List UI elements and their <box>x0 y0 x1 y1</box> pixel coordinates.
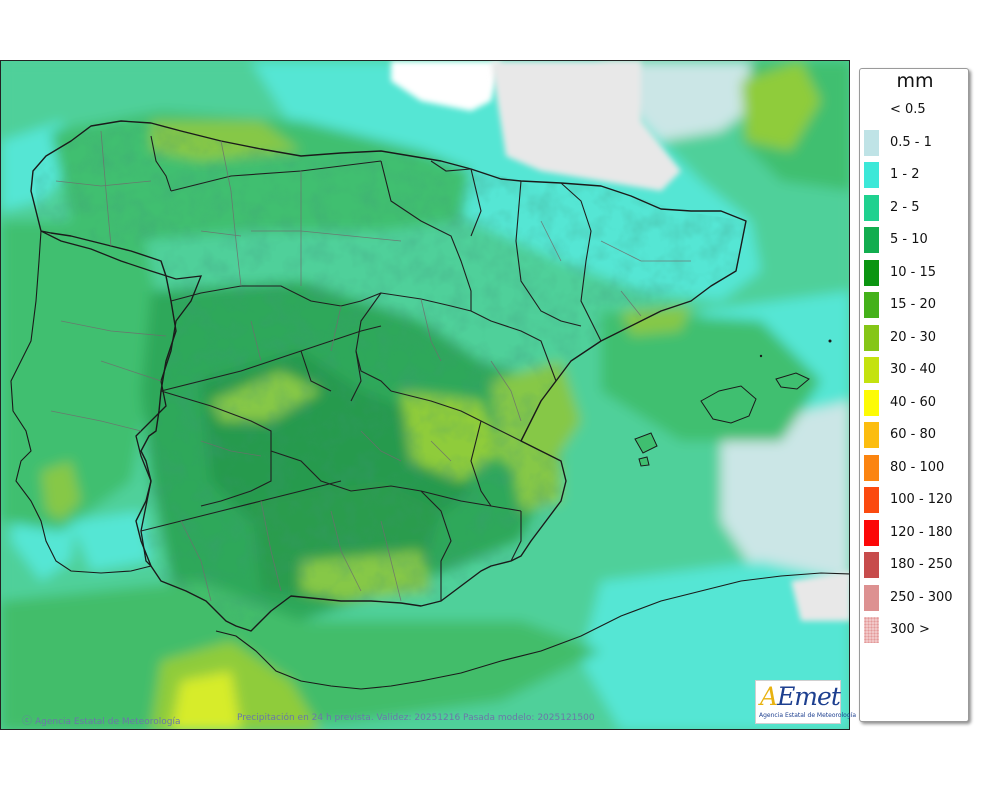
legend-swatch <box>864 97 879 123</box>
map-caption: Precipitación en 24 h prevista. Validez:… <box>237 713 595 723</box>
legend-swatch <box>864 162 879 188</box>
legend-item: 80 - 100 <box>864 454 968 481</box>
legend-label: 30 - 40 <box>890 362 937 377</box>
legend-label: 5 - 10 <box>890 232 928 247</box>
legend-swatch <box>864 357 879 383</box>
legend-label: 0.5 - 1 <box>890 134 932 150</box>
legend-item: 180 - 250 <box>864 552 968 578</box>
legend-swatch <box>864 454 879 481</box>
legend-item: 40 - 60 <box>864 389 968 416</box>
legend-item: 5 - 10 <box>864 227 968 253</box>
legend-item: 30 - 40 <box>864 357 968 383</box>
precipitation-map <box>0 60 850 730</box>
province-borders <box>50 130 691 602</box>
legend-swatch <box>864 422 879 448</box>
legend-label: < 0.5 <box>890 102 926 117</box>
legend-label: 250 - 300 <box>890 589 953 605</box>
dry-zone-france <box>391 61 849 621</box>
peninsula-outline <box>30 120 747 632</box>
legend-swatch <box>864 324 879 351</box>
legend-swatch <box>864 487 879 513</box>
legend-label: 2 - 5 <box>890 199 920 215</box>
logo-subtitle: Agencia Estatal de Meteorología <box>759 712 856 719</box>
legend-item: 120 - 180 <box>864 519 968 546</box>
legend-item: 250 - 300 <box>864 584 968 611</box>
legend-swatch <box>864 389 879 416</box>
legend-item: 1 - 2 <box>864 162 968 188</box>
legend-item: 300 > <box>864 617 968 643</box>
aemet-logo: AEmet Agencia Estatal de Meteorología <box>755 680 856 724</box>
agency-name: Agencia Estatal de Meteorología <box>35 717 181 727</box>
legend-item: 10 - 15 <box>864 259 968 286</box>
legend-label: 100 - 120 <box>890 492 953 507</box>
legend-item: < 0.5 <box>864 97 968 123</box>
legend-label: 180 - 250 <box>890 557 953 572</box>
precipitation-legend: mm < 0.5 0.5 - 1 1 - 2 2 - 5 5 - 10 10 - 15 15… <box>859 68 969 722</box>
portugal-border <box>40 230 203 567</box>
legend-label: 120 - 180 <box>890 524 953 540</box>
legend-label: 80 - 100 <box>890 459 945 475</box>
legend-swatch <box>864 519 879 546</box>
copyright-icon: ⓒ <box>22 716 32 727</box>
legend-label: 10 - 15 <box>890 264 937 280</box>
map-canvas <box>1 61 849 729</box>
africa-coast <box>215 572 849 690</box>
legend-label: 20 - 30 <box>890 329 937 345</box>
legend-swatch <box>864 129 879 156</box>
legend-swatch <box>864 259 879 286</box>
legend-item: 2 - 5 <box>864 194 968 221</box>
legend-label: 1 - 2 <box>890 167 920 182</box>
legend-swatch <box>864 584 879 611</box>
legend-swatch <box>864 227 879 253</box>
legend-item: 100 - 120 <box>864 487 968 513</box>
legend-label: 40 - 60 <box>890 394 937 410</box>
legend-swatch <box>864 617 879 643</box>
legend-swatch <box>864 552 879 578</box>
legend-item: 15 - 20 <box>864 292 968 318</box>
legend-item: 20 - 30 <box>864 324 968 351</box>
legend-label: 15 - 20 <box>890 297 937 312</box>
legend-swatch <box>864 292 879 318</box>
portugal-coast <box>10 230 152 574</box>
legend-label: 300 > <box>890 622 930 637</box>
legend-item: 60 - 80 <box>864 422 968 448</box>
legend-title: mm <box>896 70 934 92</box>
legend-label: 60 - 80 <box>890 427 937 442</box>
legend-item: 0.5 - 1 <box>864 129 968 156</box>
islet-markers <box>759 339 832 358</box>
agency-credit: ⓒ Agencia Estatal de Meteorología <box>22 712 181 727</box>
legend-swatch <box>864 194 879 221</box>
logo-wordmark: AEmet <box>760 682 841 711</box>
balearic-islands <box>634 372 810 467</box>
